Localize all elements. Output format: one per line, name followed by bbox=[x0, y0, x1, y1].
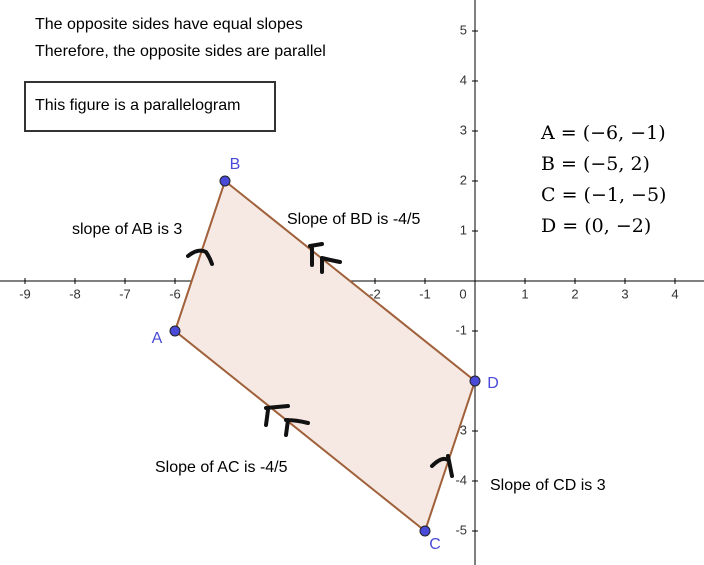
x-tick-label: 2 bbox=[571, 286, 578, 301]
annotation: slope of AB is 3 bbox=[72, 221, 182, 238]
coordinate-text: A = (−6, −1) bbox=[540, 122, 666, 144]
annotation: Therefore, the opposite sides are parall… bbox=[35, 43, 326, 60]
point-label: D bbox=[487, 375, 499, 392]
y-tick-label: 1 bbox=[460, 222, 467, 237]
coordinate-text: C = (−1, −5) bbox=[541, 184, 666, 206]
x-tick-label: -7 bbox=[119, 286, 131, 301]
parallelogram bbox=[173, 179, 477, 533]
y-tick-label: -4 bbox=[455, 472, 467, 487]
hand-marks bbox=[186, 242, 454, 478]
x-tick-label: -1 bbox=[419, 286, 431, 301]
point bbox=[169, 325, 181, 337]
y-tick-label: -5 bbox=[455, 522, 467, 537]
x-tick-label: -9 bbox=[19, 286, 31, 301]
x-tick-label: 4 bbox=[671, 286, 678, 301]
x-tick-label: -6 bbox=[169, 286, 181, 301]
conclusion: This figure is a parallelogram bbox=[35, 97, 240, 114]
annotation: Slope of AC is -4/5 bbox=[155, 459, 288, 476]
y-tick-label: 3 bbox=[460, 122, 467, 137]
point bbox=[219, 175, 231, 187]
x-tick-label: 1 bbox=[521, 286, 528, 301]
point bbox=[419, 525, 431, 537]
x-tick-label: 3 bbox=[621, 286, 628, 301]
x-tick-label: -2 bbox=[369, 286, 381, 301]
coordinate-text: B = (−5, 2) bbox=[541, 153, 650, 175]
y-tick-label: 4 bbox=[460, 72, 467, 87]
y-tick-label: 5 bbox=[460, 22, 467, 37]
y-tick-label: 2 bbox=[460, 172, 467, 187]
point-label: A bbox=[152, 330, 163, 347]
y-tick-label: -1 bbox=[455, 322, 467, 337]
point bbox=[469, 375, 481, 387]
x-tick-label: 0 bbox=[459, 286, 466, 301]
annotation: The opposite sides have equal slopes bbox=[35, 16, 303, 33]
annotation: Slope of BD is -4/5 bbox=[287, 211, 421, 228]
coordinate-text: D = (0, −2) bbox=[541, 215, 651, 237]
point-label: B bbox=[230, 156, 241, 173]
annotation: Slope of CD is 3 bbox=[490, 477, 606, 494]
conclusion-box bbox=[24, 81, 276, 132]
point-label: C bbox=[429, 536, 441, 553]
x-tick-label: -8 bbox=[69, 286, 81, 301]
y-tick-label: -3 bbox=[455, 422, 467, 437]
